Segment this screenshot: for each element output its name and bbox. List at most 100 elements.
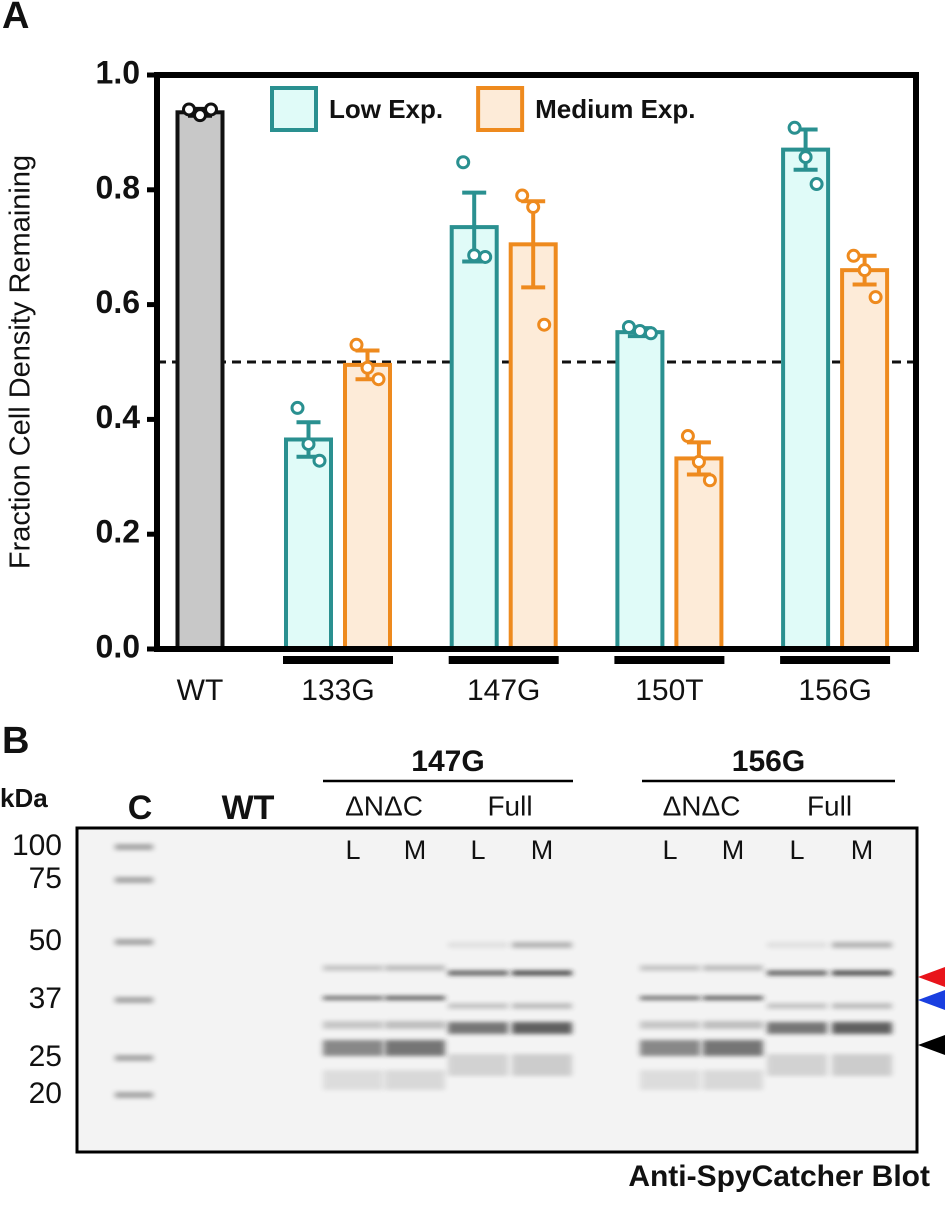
band [323, 1070, 383, 1090]
band [767, 970, 827, 976]
marker-label: 25 [29, 1040, 62, 1073]
caption: Anti-SpyCatcher Blot [628, 1160, 930, 1193]
lane-label: M [851, 835, 874, 865]
band [512, 1003, 572, 1009]
data-point [846, 248, 861, 263]
band [323, 1040, 383, 1056]
x-tick-label: 156G [798, 674, 871, 707]
band [385, 1021, 445, 1029]
y-tick-label: 1.0 [96, 54, 140, 90]
x-tick-label: 133G [301, 674, 374, 707]
band [767, 1003, 827, 1009]
lane-label: L [662, 835, 677, 865]
band [640, 1040, 700, 1056]
ladder-band [115, 1055, 153, 1061]
data-point [193, 108, 207, 123]
x-tick-label: WT [177, 674, 224, 707]
y-tick-label: 0.4 [96, 399, 141, 435]
band [832, 1003, 892, 1009]
panel-label: A [2, 0, 29, 37]
data-point [360, 360, 375, 375]
band [512, 970, 572, 976]
band [448, 1022, 508, 1034]
data-point [290, 400, 305, 415]
data-point [478, 249, 493, 264]
band [640, 965, 700, 971]
subgroup-label: ΔNΔC [663, 790, 741, 821]
marker-label: 75 [29, 862, 62, 895]
bar [508, 242, 558, 652]
legend-swatch [270, 86, 318, 132]
bar [284, 437, 333, 651]
band [832, 970, 892, 976]
data-point [621, 319, 636, 334]
data-point [868, 290, 883, 305]
band [323, 965, 383, 971]
data-point [312, 453, 327, 468]
y-tick-label: 0.8 [96, 169, 140, 205]
panel-label: B [2, 720, 29, 762]
band [640, 996, 700, 1000]
arrow-blue [918, 990, 945, 1010]
band [832, 942, 892, 948]
data-point [515, 188, 530, 203]
data-point [702, 473, 717, 488]
data-point [857, 263, 872, 278]
band [767, 1022, 827, 1034]
band [385, 1070, 445, 1090]
subgroup-label: Full [487, 790, 532, 821]
bar [674, 456, 724, 651]
data-point [526, 200, 541, 215]
band [448, 1003, 508, 1009]
bar [343, 362, 392, 651]
bar [840, 268, 890, 651]
y-tick-label: 0.0 [96, 628, 140, 664]
bar [449, 225, 499, 652]
x-tick-label: 147G [467, 674, 540, 707]
band [703, 1021, 763, 1029]
band [703, 1070, 763, 1090]
lane-label: M [404, 835, 427, 865]
legend-label: Medium Exp. [535, 94, 695, 124]
marker-label: 100 [12, 829, 62, 862]
y-axis-label: Fraction Cell Density Remaining [5, 155, 37, 569]
data-point [643, 326, 658, 341]
bar [175, 110, 225, 651]
arrow-black [918, 1035, 945, 1055]
data-point [349, 337, 364, 352]
lane-label: M [531, 835, 554, 865]
bar [781, 147, 831, 651]
band [512, 942, 572, 948]
plot-frame [154, 72, 919, 652]
group-label: 156G [732, 745, 805, 778]
band [703, 1040, 763, 1056]
band [703, 965, 763, 971]
data-point [809, 177, 824, 192]
marker-label: 50 [29, 924, 62, 957]
band [767, 1054, 827, 1076]
legend-swatch [476, 86, 525, 132]
band [832, 1054, 892, 1076]
ladder-band [115, 1092, 153, 1098]
band [385, 996, 445, 1000]
band [448, 942, 508, 948]
data-point [204, 102, 218, 117]
band [448, 970, 508, 976]
data-point [371, 372, 386, 387]
band [448, 1054, 508, 1076]
data-point [456, 155, 471, 170]
data-point [182, 102, 196, 117]
blot-bands [115, 844, 892, 1098]
group-label: 147G [411, 745, 484, 778]
data-point [537, 317, 552, 332]
subgroup-label: ΔNΔC [345, 790, 423, 821]
data-point [301, 437, 316, 452]
band [832, 1022, 892, 1034]
lane-label: WT [222, 789, 275, 827]
lane-label: L [345, 835, 360, 865]
lane-label: C [128, 789, 153, 827]
bar [615, 330, 665, 651]
lane-label: L [470, 835, 485, 865]
